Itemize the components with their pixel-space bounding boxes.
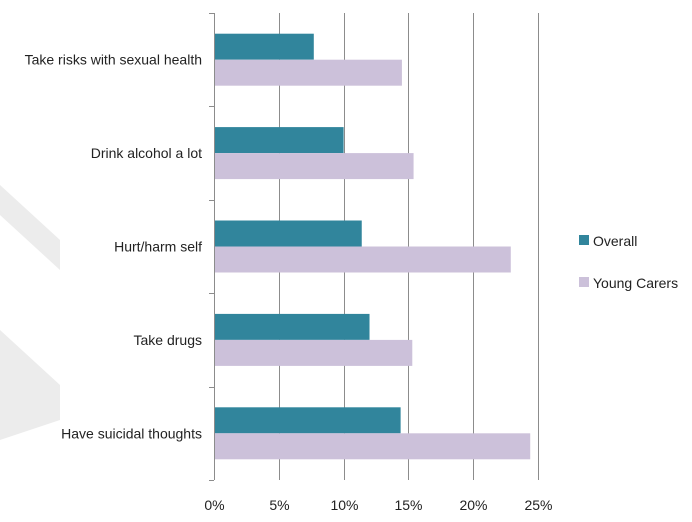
bar-overall [215,407,401,434]
category-label: Take risks with sexual health [25,52,202,68]
labels: 0% 5% 10% 15% 20% 25% Take risks with sexual h… [25,52,553,513]
category-label: Take drugs [134,332,202,348]
x-tick-label: 10% [330,497,358,513]
category-label: Have suicidal thoughts [61,425,202,441]
legend-label: Overall [593,233,637,249]
category-label: Drink alcohol a lot [91,145,202,161]
x-tick-label: 20% [459,497,487,513]
bar-overall [215,127,344,154]
bar-overall [215,313,370,340]
legend-label: Young Carers [593,275,678,291]
bar-young-carers [215,339,413,366]
bar-young-carers [215,433,531,460]
axes [209,13,215,481]
x-tick-label: 15% [394,497,422,513]
category-label: Hurt/harm self [114,239,202,255]
x-tick-label: 0% [204,497,224,513]
bar-overall [215,220,362,247]
x-tick-label: 5% [269,497,289,513]
bar-young-carers [215,246,511,273]
legend-swatch [579,235,589,245]
bar-young-carers [215,59,402,86]
bar-young-carers [215,153,414,180]
bar-overall [215,33,314,60]
bars [215,33,531,460]
x-tick-label: 25% [524,497,552,513]
legend: Overall Young Carers [579,233,678,291]
watermark-shape [0,185,60,440]
legend-swatch [579,277,589,287]
